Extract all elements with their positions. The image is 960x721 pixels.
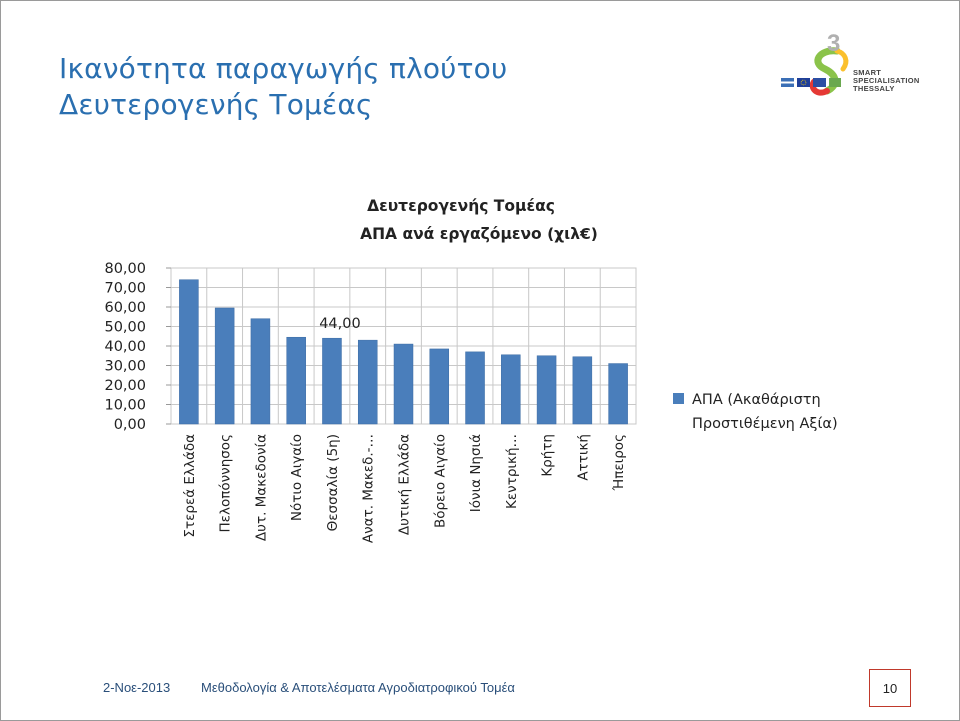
legend-label: ΑΠΑ (Ακαθάριστη	[692, 392, 821, 408]
y-tick-label: 40,00	[104, 339, 146, 355]
bar	[322, 337, 342, 425]
y-tick-label: 50,00	[104, 320, 146, 336]
y-tick-label: 0,00	[114, 417, 146, 433]
bar	[214, 307, 235, 425]
x-category-label: Αττική	[575, 434, 591, 481]
y-axis: 0,00 10,00 20,00 30,00 40,00 50,00 60,00 70,00 8…	[104, 261, 171, 433]
slide-title: Ικανότητα παραγωγής πλούτου Δευτερογενής…	[59, 51, 507, 123]
bar	[536, 355, 557, 425]
bar-chart: Δευτερογενής Τομέας ΑΠΑ ανά εργαζόμενο (…	[104, 197, 838, 543]
chart-data-labels: 44,00	[319, 316, 361, 332]
x-category-label: Ανατ. Μακεδ.-…	[361, 434, 377, 543]
y-tick-label: 80,00	[104, 261, 146, 277]
page-number: 10	[869, 669, 911, 707]
logo-digit: 3	[827, 30, 840, 57]
x-category-label: Ήπειρος	[611, 434, 627, 492]
x-category-label: Βόρειο Αιγαίο	[432, 434, 448, 528]
x-axis-categories: Στερεά Ελλάδα Πελοπόννησος Δυτ. Μακεδονία Ν…	[182, 434, 627, 543]
x-category-label: Δυτική Ελλάδα	[397, 434, 413, 535]
bar	[357, 339, 378, 425]
bar-data-label: 44,00	[319, 316, 361, 332]
bar	[286, 336, 306, 425]
bar	[501, 354, 521, 425]
x-category-label: Ιόνια Νησιά	[468, 434, 484, 512]
chart-bars	[179, 279, 628, 425]
x-category-label: Κεντρική…	[504, 434, 520, 509]
x-category-label: Θεσσαλία (5η)	[325, 434, 341, 531]
chart-subtitle: ΑΠΑ ανά εργαζόμενο (χιλ€)	[360, 225, 598, 243]
y-tick-label: 20,00	[104, 378, 146, 394]
y-tick-label: 60,00	[104, 300, 146, 316]
bar	[429, 348, 450, 425]
x-category-label: Νότιο Αιγαίο	[289, 434, 305, 521]
slide-title-line2: Δευτερογενής Τομέας	[59, 88, 373, 121]
y-tick-label: 30,00	[104, 359, 146, 375]
x-category-label: Κρήτη	[540, 434, 556, 477]
legend-label: Προστιθέμενη Αξία)	[692, 416, 838, 432]
x-category-label: Πελοπόννησος	[218, 434, 234, 532]
footer-date: 2-Νοε-2013	[103, 680, 171, 695]
bar	[179, 279, 199, 425]
y-tick-label: 10,00	[104, 398, 146, 414]
chart-legend: ΑΠΑ (Ακαθάριστη Προστιθέμενη Αξία)	[673, 392, 838, 432]
bar	[465, 351, 485, 425]
x-category-label: Δυτ. Μακεδονία	[253, 434, 269, 541]
logo-text: SMART SPECIALISATION THESSALY	[853, 69, 920, 93]
chart-title: Δευτερογενής Τομέας	[367, 197, 555, 215]
logo-text-line3: THESSALY	[853, 84, 895, 93]
bar	[608, 363, 628, 425]
logo-text-line2: SPECIALISATION	[853, 76, 920, 85]
flags-icon	[781, 78, 841, 87]
x-category-label: Στερεά Ελλάδα	[182, 434, 198, 538]
slide-title-line1: Ικανότητα παραγωγής πλούτου	[59, 52, 508, 85]
bar	[572, 356, 593, 425]
bar	[250, 318, 271, 425]
legend-swatch	[673, 393, 684, 404]
y-tick-label: 70,00	[104, 281, 146, 297]
bar	[393, 343, 414, 425]
logo-swirl-yellow	[834, 48, 849, 72]
logo-text-line1: SMART	[853, 68, 882, 77]
footer-text: Μεθοδολογία & Αποτελέσματα Αγροδιατροφικ…	[201, 680, 515, 695]
